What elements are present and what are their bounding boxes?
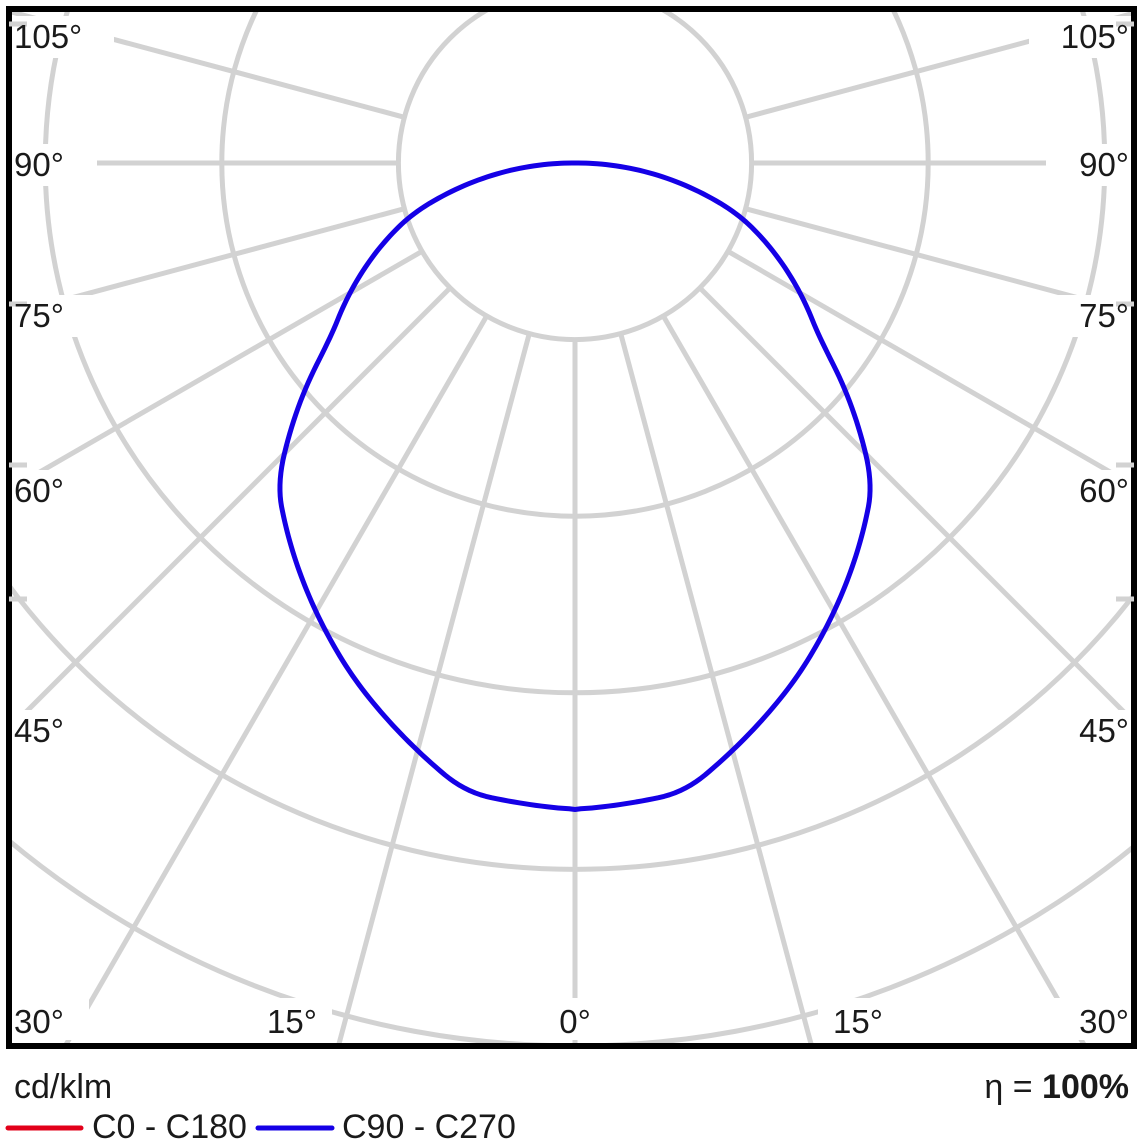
svg-text:105°: 105° xyxy=(1061,18,1129,55)
svg-text:C90 - C270: C90 - C270 xyxy=(342,1108,516,1143)
svg-text:75°: 75° xyxy=(14,297,64,334)
svg-text:cd/klm: cd/klm xyxy=(14,1068,112,1106)
svg-text:0°: 0° xyxy=(559,1003,591,1040)
svg-text:90°: 90° xyxy=(14,146,64,183)
svg-text:C0 - C180: C0 - C180 xyxy=(92,1108,247,1143)
svg-text:105°: 105° xyxy=(14,18,82,55)
svg-text:30°: 30° xyxy=(1079,1003,1129,1040)
svg-text:60°: 60° xyxy=(1079,472,1129,509)
svg-text:15°: 15° xyxy=(833,1003,883,1040)
svg-text:60°: 60° xyxy=(14,472,64,509)
svg-text:75°: 75° xyxy=(1079,297,1129,334)
svg-text:90°: 90° xyxy=(1079,146,1129,183)
svg-text:η = 100%: η = 100% xyxy=(984,1068,1129,1106)
svg-text:45°: 45° xyxy=(1079,712,1129,749)
svg-text:30°: 30° xyxy=(14,1003,64,1040)
svg-text:15°: 15° xyxy=(267,1003,317,1040)
svg-text:45°: 45° xyxy=(14,712,64,749)
